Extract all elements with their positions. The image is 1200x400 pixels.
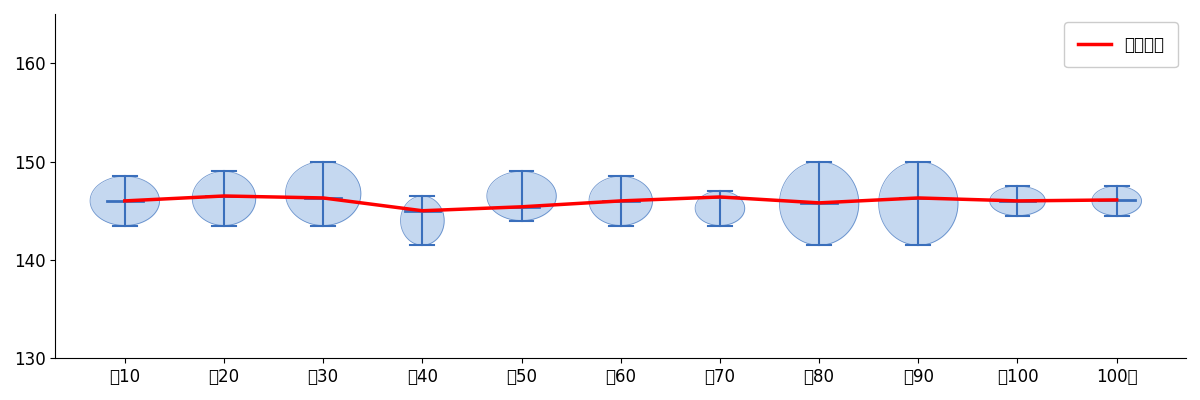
Legend: 球速平均: 球速平均 (1064, 22, 1177, 67)
